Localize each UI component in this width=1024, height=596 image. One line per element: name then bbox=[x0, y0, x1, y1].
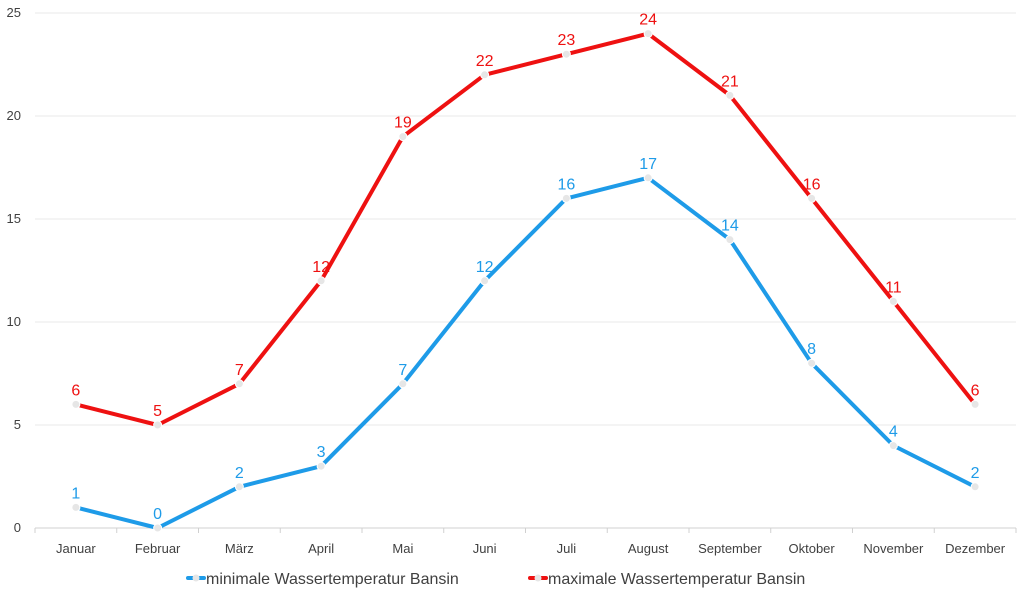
data-point bbox=[234, 379, 244, 389]
data-point bbox=[970, 399, 980, 409]
series-line-1 bbox=[73, 175, 978, 530]
data-point bbox=[807, 358, 817, 368]
data-point bbox=[807, 193, 817, 203]
data-point bbox=[153, 420, 163, 430]
data-label: 4 bbox=[889, 424, 898, 441]
data-point bbox=[725, 90, 735, 100]
data-point bbox=[888, 296, 898, 306]
data-point bbox=[480, 276, 490, 286]
data-point bbox=[725, 235, 735, 245]
x-tick-label: Dezember bbox=[945, 541, 1006, 556]
data-point bbox=[643, 29, 653, 39]
legend-marker bbox=[534, 574, 542, 582]
data-point bbox=[970, 482, 980, 492]
data-label: 22 bbox=[476, 53, 494, 70]
x-tick-label: Januar bbox=[56, 541, 96, 556]
data-label: 3 bbox=[317, 444, 326, 461]
data-point bbox=[316, 276, 326, 286]
legend-label: minimale Wassertemperatur Bansin bbox=[206, 571, 459, 588]
data-label: 7 bbox=[398, 362, 407, 379]
x-axis: Januar Februar März April Mai Juni Juli August S… bbox=[34, 528, 1017, 556]
legend-item-2: maximale Wassertemperatur Bansin bbox=[528, 571, 805, 588]
x-tick-label: August bbox=[628, 541, 669, 556]
data-label: 17 bbox=[639, 156, 657, 173]
series-line-2 bbox=[73, 31, 978, 427]
y-tick-label: 5 bbox=[14, 417, 21, 432]
x-tick-label: Juni bbox=[473, 541, 497, 556]
x-tick-label: Mai bbox=[392, 541, 413, 556]
data-point bbox=[643, 173, 653, 183]
data-label: 24 bbox=[639, 12, 657, 29]
data-label: 11 bbox=[885, 279, 902, 296]
data-label: 0 bbox=[153, 506, 162, 523]
legend-item-1: minimale Wassertemperatur Bansin bbox=[186, 571, 459, 588]
data-point bbox=[234, 482, 244, 492]
data-label: 1 bbox=[71, 485, 80, 502]
data-point bbox=[561, 193, 571, 203]
data-label: 6 bbox=[971, 382, 980, 399]
y-tick-label: 0 bbox=[14, 520, 21, 535]
data-label: 6 bbox=[71, 382, 80, 399]
x-tick-label: November bbox=[863, 541, 924, 556]
data-label: 19 bbox=[394, 115, 412, 132]
data-label: 8 bbox=[807, 341, 816, 358]
data-label: 21 bbox=[721, 73, 739, 90]
y-tick-label: 20 bbox=[7, 108, 21, 123]
data-label: 23 bbox=[557, 32, 575, 49]
data-label: 12 bbox=[312, 259, 330, 276]
x-tick-label: Oktober bbox=[789, 541, 836, 556]
data-label: 12 bbox=[476, 259, 494, 276]
data-label: 16 bbox=[803, 176, 821, 193]
y-axis: 0 5 10 15 20 25 bbox=[7, 5, 21, 535]
data-point bbox=[561, 49, 571, 59]
data-point bbox=[316, 461, 326, 471]
x-tick-label: Juli bbox=[557, 541, 577, 556]
x-tick-label: April bbox=[308, 541, 334, 556]
data-point bbox=[398, 132, 408, 142]
data-label: 16 bbox=[557, 176, 575, 193]
data-point bbox=[71, 502, 81, 512]
legend-label: maximale Wassertemperatur Bansin bbox=[548, 571, 805, 588]
x-tick-label: Februar bbox=[135, 541, 181, 556]
y-tick-label: 25 bbox=[7, 5, 21, 20]
data-label: 2 bbox=[235, 465, 244, 482]
x-tick-label: März bbox=[225, 541, 254, 556]
legend: minimale Wassertemperatur Bansin maximale… bbox=[186, 571, 805, 588]
data-point bbox=[480, 70, 490, 80]
data-point bbox=[888, 441, 898, 451]
legend-marker bbox=[192, 574, 200, 582]
data-point bbox=[153, 523, 163, 533]
data-label: 5 bbox=[153, 403, 162, 420]
data-point bbox=[398, 379, 408, 389]
data-point bbox=[71, 399, 81, 409]
data-label: 2 bbox=[971, 465, 980, 482]
data-label: 14 bbox=[721, 218, 739, 235]
x-tick-label: September bbox=[698, 541, 762, 556]
data-label: 7 bbox=[235, 362, 244, 379]
y-tick-label: 10 bbox=[7, 314, 21, 329]
y-tick-label: 15 bbox=[7, 211, 21, 226]
